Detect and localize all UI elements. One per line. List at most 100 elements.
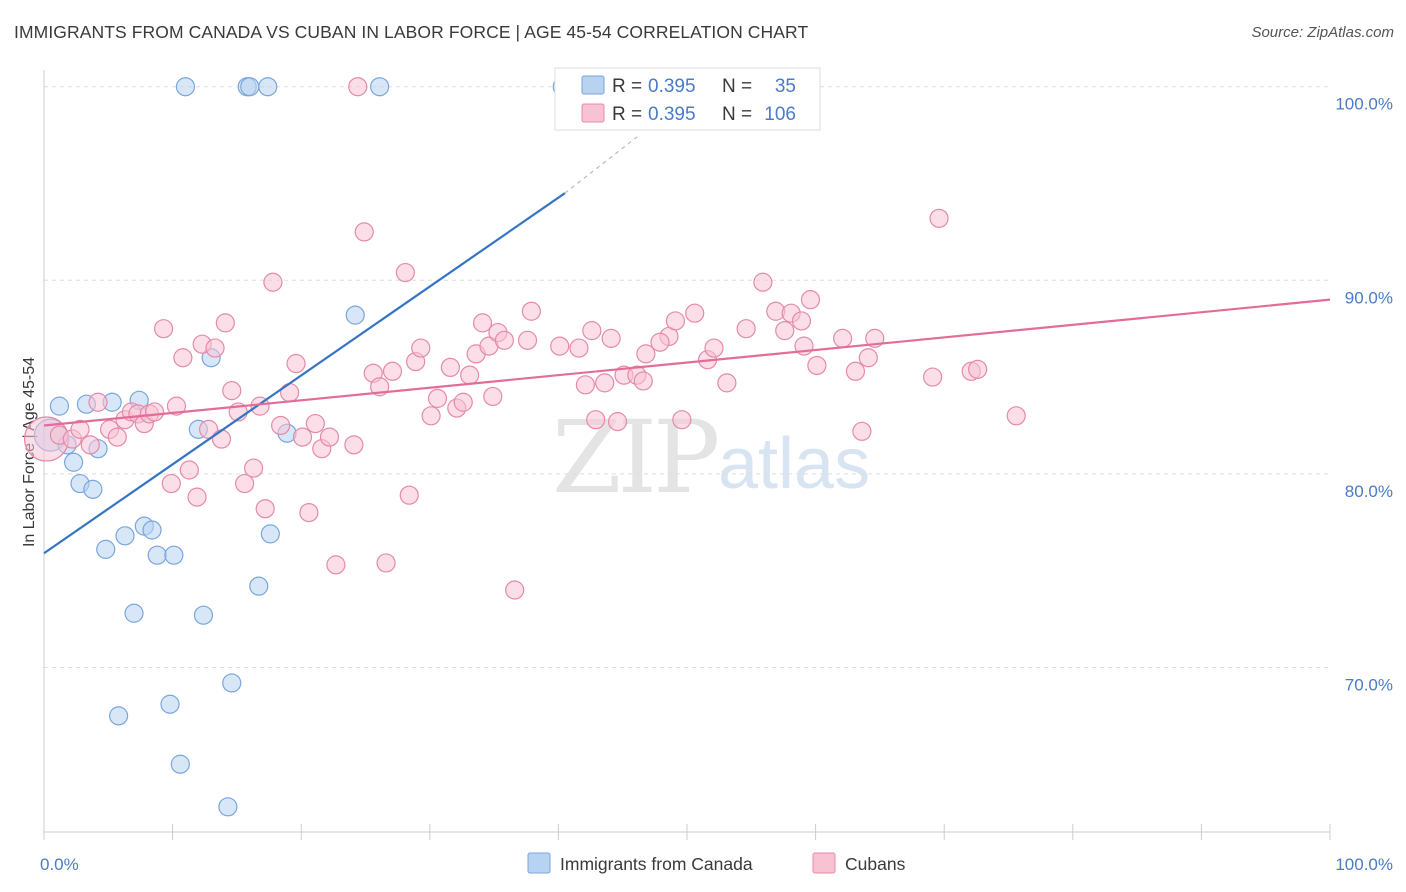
canada-point-3 <box>63 452 84 472</box>
cubans-point-4 <box>80 435 100 455</box>
canada-point-20 <box>193 605 214 625</box>
cubans-point-68 <box>582 321 602 341</box>
cubans-point-71 <box>601 328 621 348</box>
series-canada-points <box>33 77 572 817</box>
legend-stats-canada-n-label: N = <box>722 76 752 97</box>
cubans-point-54 <box>440 357 460 378</box>
cubans-point-52 <box>421 406 441 426</box>
cubans-point-43 <box>354 222 374 242</box>
y-tick-label-1: 80.0% <box>1345 482 1393 501</box>
cubans-point-49 <box>399 485 419 505</box>
cubans-point-53 <box>427 388 448 408</box>
cubans-point-102 <box>483 386 503 407</box>
canada-point-25 <box>260 524 280 544</box>
cubans-point-25 <box>222 381 242 401</box>
cubans-point-77 <box>665 311 686 331</box>
canada-trend-extension <box>564 134 640 194</box>
cubans-point-14 <box>153 319 174 339</box>
series-cubans-points <box>23 77 1026 600</box>
cubans-point-58 <box>472 313 493 333</box>
cubans-point-100 <box>929 208 949 228</box>
cubans-point-46 <box>376 553 396 573</box>
canada-point-29 <box>175 77 196 97</box>
x-tick-label-0: 0.0% <box>40 855 79 874</box>
cubans-point-51 <box>411 338 431 358</box>
canada-point-11 <box>124 603 144 623</box>
cubans-point-16 <box>166 396 187 416</box>
y-tick-label-3: 100.0% <box>1335 95 1393 114</box>
legend-cubans-label: Cubans <box>845 854 906 874</box>
cubans-trend-line <box>43 298 1331 427</box>
cubans-point-98 <box>968 359 988 379</box>
cubans-point-65 <box>550 336 570 356</box>
legend-stats-cubans-swatch <box>581 103 605 123</box>
trend-lines <box>43 134 1331 555</box>
cubans-point-94 <box>858 348 878 368</box>
legend-canada-swatch <box>527 852 551 874</box>
cubans-point-90 <box>807 355 827 376</box>
legend-stats-cubans-r-value: 0.395 <box>648 104 696 125</box>
canada-point-34 <box>240 77 260 97</box>
legend: Immigrants from Canada Cubans <box>527 852 906 874</box>
cubans-point-66 <box>569 338 589 358</box>
watermark: ZIP atlas <box>552 399 870 516</box>
legend-stats-cubans-n-value: 106 <box>764 104 796 125</box>
cubans-point-17 <box>173 348 193 368</box>
cubans-point-93 <box>852 421 872 441</box>
cubans-point-23 <box>211 429 232 449</box>
cubans-point-34 <box>286 353 306 374</box>
canada-point-27 <box>345 305 365 325</box>
y-tick-labels: 70.0% 80.0% 90.0% 100.0% <box>1335 95 1393 695</box>
cubans-point-30 <box>255 499 275 519</box>
cubans-point-92 <box>845 361 866 381</box>
cubans-point-83 <box>736 319 756 339</box>
cubans-point-36 <box>299 502 319 523</box>
canada-point-31 <box>258 77 278 97</box>
cubans-point-84 <box>753 272 773 292</box>
cubans-point-15 <box>161 473 181 494</box>
cubans-point-39 <box>319 427 340 447</box>
cubans-point-40 <box>326 555 346 575</box>
cubans-point-79 <box>685 303 705 323</box>
cubans-point-104 <box>791 311 812 331</box>
canada-point-14 <box>142 520 162 540</box>
cubans-point-86 <box>775 321 795 341</box>
cubans-point-89 <box>800 290 821 310</box>
legend-stats: R = 0.395 N = 35 R = 0.395 N = 106 <box>554 67 821 131</box>
canada-point-1 <box>49 396 70 416</box>
cubans-point-35 <box>292 427 313 447</box>
canada-point-15 <box>147 545 167 565</box>
x-tick-label-1: 100.0% <box>1335 855 1393 874</box>
watermark-atlas: atlas <box>718 424 870 504</box>
legend-stats-cubans-r-label: R = <box>612 104 642 125</box>
cubans-point-70 <box>595 373 615 393</box>
cubans-point-7 <box>107 427 127 447</box>
cubans-point-69 <box>586 410 606 430</box>
grid-lines <box>44 86 1330 668</box>
legend-stats-canada-n-value: 35 <box>775 76 796 97</box>
cubans-point-27 <box>235 473 255 494</box>
legend-canada-label: Immigrants from Canada <box>560 854 753 874</box>
cubans-point-19 <box>187 487 207 507</box>
cubans-point-48 <box>395 262 415 283</box>
canada-point-10 <box>115 526 135 546</box>
cubans-point-24 <box>215 313 235 333</box>
canada-point-16 <box>160 694 180 714</box>
cubans-point-67 <box>575 375 596 395</box>
legend-stats-canada-r-value: 0.395 <box>648 76 696 97</box>
cubans-point-62 <box>505 580 525 600</box>
cubans-point-63 <box>517 330 538 350</box>
watermark-zip: ZIP <box>552 399 717 516</box>
cubans-point-103 <box>650 332 670 352</box>
cubans-point-33 <box>280 382 300 403</box>
cubans-point-61 <box>494 330 514 350</box>
chart-title: IMMIGRANTS FROM CANADA VS CUBAN IN LABOR… <box>14 22 809 42</box>
cubans-point-105 <box>460 365 480 385</box>
cubans-point-18 <box>179 460 199 480</box>
cubans-point-101 <box>633 371 653 391</box>
canada-point-8 <box>96 539 116 559</box>
canada-point-28 <box>108 706 129 726</box>
y-tick-label-0: 70.0% <box>1345 675 1393 694</box>
cubans-point-41 <box>344 435 364 455</box>
